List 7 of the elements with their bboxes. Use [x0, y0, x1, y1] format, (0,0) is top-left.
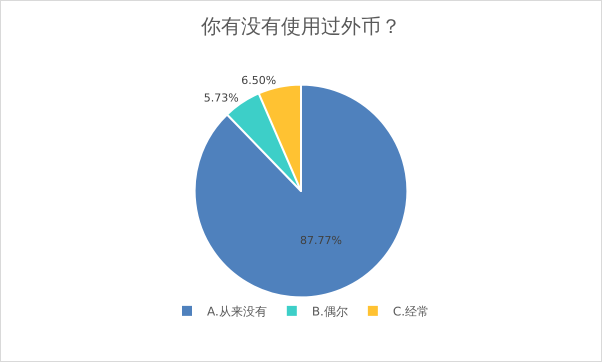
- data-label: 5.73%: [204, 91, 239, 104]
- legend-label: C.经常: [392, 304, 430, 319]
- legend-label: B.偶尔: [312, 304, 348, 319]
- data-label: 87.77%: [300, 234, 342, 247]
- legend-label: A.从来没有: [207, 304, 267, 319]
- chart-title: 你有没有使用过外币？: [200, 14, 401, 38]
- data-label: 6.50%: [241, 74, 276, 88]
